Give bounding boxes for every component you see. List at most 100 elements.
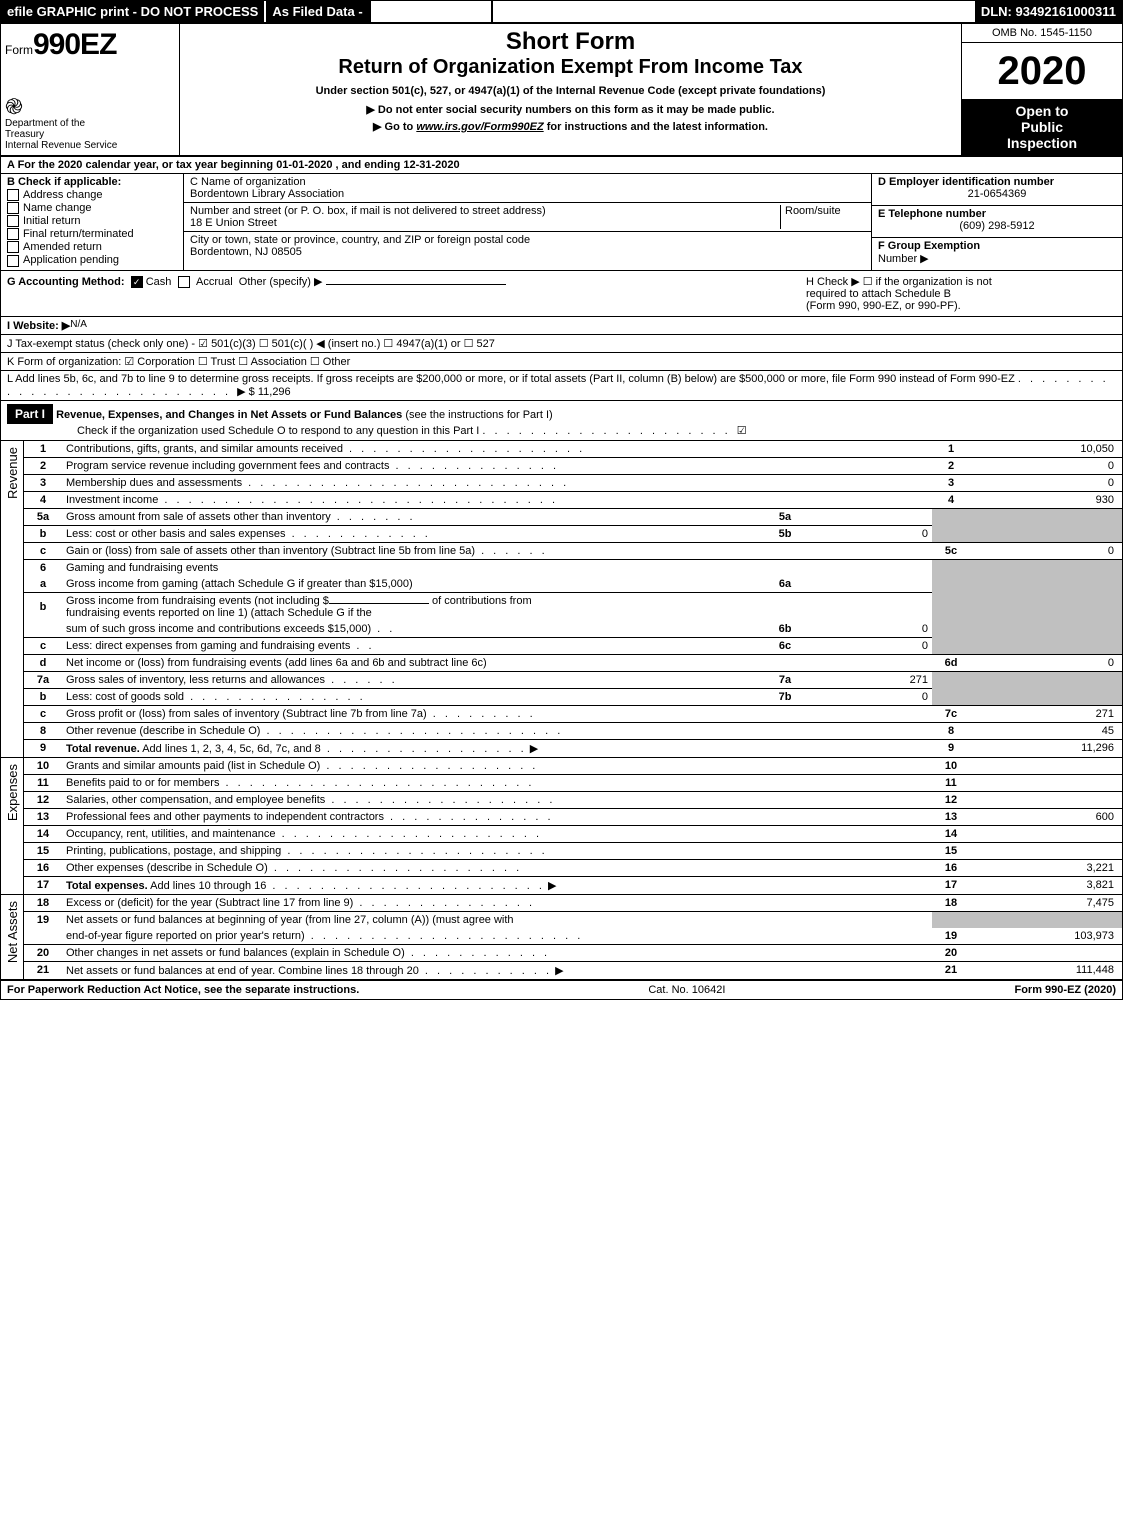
dept-line-1: Department of the: [5, 118, 175, 129]
header-left: Form990EZ ֎ Department of the Treasury I…: [1, 24, 180, 155]
return-title: Return of Organization Exempt From Incom…: [188, 56, 953, 79]
open-line-2: Public: [966, 119, 1118, 135]
side-netassets: Net Assets: [1, 895, 24, 979]
phone-val: (609) 298-5912: [878, 220, 1116, 232]
arrow2-pre: ▶ Go to: [373, 121, 416, 133]
dln-label: DLN: 93492161000311: [975, 1, 1122, 22]
chk-final[interactable]: Final return/terminated: [7, 228, 177, 240]
asfiled-box: [369, 1, 493, 22]
h-line1: H Check ▶ ☐ if the organization is not: [806, 275, 1116, 288]
side-expenses: Expenses: [1, 758, 24, 894]
row-k: K Form of organization: ☑ Corporation ☐ …: [1, 353, 1122, 371]
header-center: Short Form Return of Organization Exempt…: [180, 24, 961, 155]
footer-left: For Paperwork Reduction Act Notice, see …: [7, 984, 359, 996]
chk-amended[interactable]: Amended return: [7, 241, 177, 253]
arrow-line-1: ▶ Do not enter social security numbers o…: [188, 103, 953, 116]
row-gh: G Accounting Method: ✓ Cash Accrual Othe…: [1, 271, 1122, 317]
form-number: 990EZ: [33, 28, 116, 61]
form-container: efile GRAPHIC print - DO NOT PROCESS As …: [0, 0, 1123, 1000]
dept-line-2: Treasury: [5, 129, 175, 140]
section-bcd: B Check if applicable: Address change Na…: [1, 174, 1122, 271]
revenue-section: Revenue 1Contributions, gifts, grants, a…: [1, 441, 1122, 758]
header-right: OMB No. 1545-1150 2020 Open to Public In…: [961, 24, 1122, 155]
chk-address[interactable]: Address change: [7, 189, 177, 201]
part1-note: (see the instructions for Part I): [402, 409, 552, 421]
part1-title: Revenue, Expenses, and Changes in Net As…: [56, 409, 402, 421]
g-block: G Accounting Method: ✓ Cash Accrual Othe…: [7, 275, 806, 312]
header-row: Form990EZ ֎ Department of the Treasury I…: [1, 24, 1122, 157]
d-label: D Employer identification number: [878, 176, 1116, 188]
expenses-section: Expenses 10Grants and similar amounts pa…: [1, 758, 1122, 895]
c-addr-block: Number and street (or P. O. box, if mail…: [184, 203, 871, 232]
part1-header-row: Part I Revenue, Expenses, and Changes in…: [1, 401, 1122, 441]
e-block: E Telephone number (609) 298-5912: [872, 206, 1122, 238]
f-label2: Number ▶: [878, 253, 929, 265]
efile-label: efile GRAPHIC print - DO NOT PROCESS: [1, 1, 264, 22]
omb-number: OMB No. 1545-1150: [962, 24, 1122, 43]
g-label: G Accounting Method:: [7, 276, 125, 288]
d-block: D Employer identification number 21-0654…: [872, 174, 1122, 206]
h-block: H Check ▶ ☐ if the organization is not r…: [806, 275, 1116, 312]
addr-label: Number and street (or P. O. box, if mail…: [190, 205, 546, 217]
i-label: I Website: ▶: [7, 319, 70, 332]
expenses-table: 10Grants and similar amounts paid (list …: [24, 758, 1122, 894]
open-line-3: Inspection: [966, 135, 1118, 151]
chk-name[interactable]: Name change: [7, 202, 177, 214]
row-a: A For the 2020 calendar year, or tax yea…: [1, 157, 1122, 174]
short-form-title: Short Form: [188, 28, 953, 56]
website-val: N/A: [70, 319, 87, 332]
tax-year: 2020: [962, 43, 1122, 99]
asfiled-label: As Filed Data -: [264, 1, 368, 22]
row-l: L Add lines 5b, 6c, and 7b to line 9 to …: [1, 371, 1122, 401]
e-label: E Telephone number: [878, 208, 1116, 220]
other-specify-line[interactable]: [326, 284, 506, 285]
chk-initial[interactable]: Initial return: [7, 215, 177, 227]
c-label: C Name of organization: [190, 176, 865, 188]
form-prefix: Form: [5, 43, 33, 57]
chk-pending[interactable]: Application pending: [7, 254, 177, 266]
footer-mid: Cat. No. 10642I: [648, 984, 725, 996]
chk-cash[interactable]: ✓: [131, 276, 143, 288]
part1-chk[interactable]: ☑: [737, 425, 747, 437]
addr-val: 18 E Union Street: [190, 217, 277, 229]
l-amt: 11,296: [258, 386, 291, 398]
netassets-section: Net Assets 18Excess or (deficit) for the…: [1, 895, 1122, 981]
c-city-block: City or town, state or province, country…: [184, 232, 871, 260]
open-public-box: Open to Public Inspection: [962, 99, 1122, 155]
irs-seal-icon: ֎: [5, 92, 23, 121]
subtitle: Under section 501(c), 527, or 4947(a)(1)…: [188, 85, 953, 97]
f-label: F Group Exemption: [878, 240, 980, 252]
arrow2-link[interactable]: www.irs.gov/Form990EZ: [416, 121, 543, 133]
row-j: J Tax-exempt status (check only one) - ☑…: [1, 335, 1122, 353]
revenue-table: 1Contributions, gifts, grants, and simil…: [24, 441, 1122, 757]
b-label: B Check if applicable:: [7, 176, 177, 188]
chk-accrual[interactable]: [178, 276, 190, 288]
city-label: City or town, state or province, country…: [190, 234, 865, 246]
row-i: I Website: ▶ N/A: [1, 317, 1122, 335]
k-text: K Form of organization: ☑ Corporation ☐ …: [7, 355, 350, 368]
room-label: Room/suite: [780, 205, 865, 229]
ein-val: 21-0654369: [878, 188, 1116, 200]
h-line3: (Form 990, 990-EZ, or 990-PF).: [806, 300, 1116, 312]
arrow-line-2: ▶ Go to www.irs.gov/Form990EZ for instru…: [188, 120, 953, 133]
j-text: J Tax-exempt status (check only one) - ☑…: [7, 337, 495, 350]
arrow2-post: for instructions and the latest informat…: [544, 121, 768, 133]
footer: For Paperwork Reduction Act Notice, see …: [1, 981, 1122, 999]
col-b: B Check if applicable: Address change Na…: [1, 174, 184, 270]
open-line-1: Open to: [966, 103, 1118, 119]
top-bar: efile GRAPHIC print - DO NOT PROCESS As …: [1, 1, 1122, 24]
col-def: D Employer identification number 21-0654…: [871, 174, 1122, 270]
footer-right: Form 990-EZ (2020): [1014, 984, 1116, 996]
f-block: F Group Exemption Number ▶: [872, 238, 1122, 269]
col-c: C Name of organization Bordentown Librar…: [184, 174, 871, 270]
side-revenue: Revenue: [1, 441, 24, 757]
l-text: L Add lines 5b, 6c, and 7b to line 9 to …: [7, 373, 1015, 385]
h-line2: required to attach Schedule B: [806, 288, 1116, 300]
top-bar-left: efile GRAPHIC print - DO NOT PROCESS As …: [1, 1, 493, 22]
org-name: Bordentown Library Association: [190, 188, 865, 200]
netassets-table: 18Excess or (deficit) for the year (Subt…: [24, 895, 1122, 979]
part1-label: Part I: [7, 404, 53, 424]
dept-line-3: Internal Revenue Service: [5, 140, 175, 151]
part1-check-line: Check if the organization used Schedule …: [77, 425, 479, 437]
l-amt-lbl: ▶ $: [237, 386, 255, 398]
